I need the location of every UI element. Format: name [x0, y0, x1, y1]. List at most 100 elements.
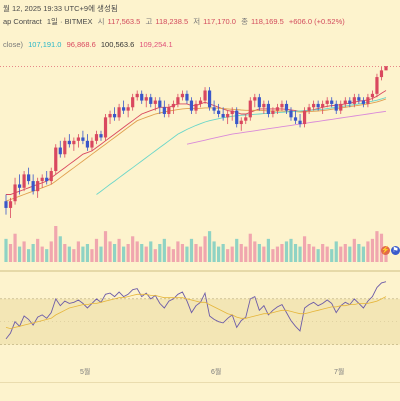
candle-body: [72, 140, 76, 145]
volume-bar: [4, 238, 8, 262]
candle-body: [253, 97, 257, 101]
volume-bar: [40, 246, 44, 262]
volume-bar: [298, 246, 302, 262]
volume-bar: [339, 246, 343, 262]
candle-body: [189, 100, 194, 111]
close-value: 118,169.5: [250, 17, 284, 26]
change-value: +606.0 (+0.52%): [288, 17, 345, 26]
candle-body: [302, 110, 307, 125]
candle-body: [366, 97, 370, 104]
volume-bar: [198, 246, 203, 262]
candle-body: [27, 174, 31, 182]
volume-bar: [36, 238, 40, 262]
volume-bar: [76, 241, 80, 262]
volume-bar: [158, 244, 162, 262]
volume-bar: [325, 246, 329, 262]
candle-body: [67, 140, 71, 145]
candle-body: [239, 120, 243, 125]
volume-bar: [226, 249, 230, 262]
volume-bar: [284, 241, 289, 262]
ma-value-1: 107,191.0: [28, 40, 62, 49]
volume-bar: [221, 244, 225, 262]
volume-bar: [45, 249, 49, 262]
candle-body: [307, 107, 311, 111]
high-value: 118,238.5: [155, 17, 189, 26]
volume-bar: [352, 238, 356, 262]
volume-bar: [275, 246, 280, 262]
volume-bar: [162, 238, 166, 262]
candle-body: [248, 100, 252, 118]
candle-body: [284, 103, 289, 111]
volume-bar: [72, 249, 76, 262]
volume-bar: [330, 249, 334, 262]
price-chart[interactable]: [0, 58, 400, 270]
candle-body: [379, 70, 384, 78]
volume-bar: [212, 241, 216, 262]
chart-header: ap Contract 1일 · BITMEX 시 117,563.5 고 118,…: [0, 0, 400, 58]
volume-bar: [144, 246, 148, 262]
candle-body: [13, 184, 17, 202]
ma-value-3: 100,563.6: [100, 40, 135, 49]
date-row: 월 12, 2025 19:33 UTC+9에 생성됨: [3, 3, 121, 14]
volume-bar: [189, 238, 194, 262]
candle-body: [171, 103, 175, 108]
pane-divider[interactable]: [0, 270, 400, 272]
candle-body: [280, 103, 284, 108]
volume-bar: [253, 241, 257, 262]
volume-bar: [81, 246, 85, 262]
symbol-title[interactable]: ap Contract: [3, 17, 42, 26]
bottom-toolbar: [0, 382, 400, 401]
candle-body: [203, 90, 207, 101]
candle-body: [293, 117, 298, 121]
moving-average-line-4: [186, 110, 387, 145]
volume-bar: [207, 231, 212, 262]
candle-body: [162, 107, 166, 114]
candle-body: [4, 201, 8, 208]
volume-bar: [180, 244, 185, 262]
candle-body: [185, 93, 189, 101]
volume-bar: [8, 244, 13, 262]
volume-bar: [194, 244, 198, 262]
volume-bar: [266, 238, 270, 262]
close-label: 종: [241, 17, 248, 26]
volume-bar: [103, 231, 108, 262]
candle-body: [176, 97, 180, 104]
candle-body: [158, 100, 162, 108]
rsi-chart[interactable]: [0, 272, 400, 360]
candle-body: [126, 107, 130, 111]
xaxis-label-jun: 6월: [211, 369, 222, 376]
candle-body: [40, 177, 44, 182]
lightning-icon[interactable]: ⚡: [381, 246, 390, 255]
candle-body: [343, 100, 347, 104]
candle-body: [221, 113, 225, 118]
candle-body: [108, 113, 112, 118]
exchange-label: 1일 · BITMEX: [46, 17, 93, 26]
volume-bar: [63, 244, 67, 262]
candle-body: [330, 100, 334, 104]
volume-bar: [167, 246, 171, 262]
volume-bar: [22, 241, 26, 262]
time-axis[interactable]: 5월 6월 7월: [0, 362, 400, 382]
ma-legend-label[interactable]: close): [3, 40, 24, 49]
candle-body: [325, 100, 329, 104]
volume-bar: [244, 246, 248, 262]
high-label: 고: [145, 17, 153, 26]
candle-body: [103, 117, 108, 138]
volume-bar: [27, 249, 31, 262]
volume-bar: [203, 236, 207, 262]
candle-body: [149, 97, 153, 104]
candle-body: [31, 181, 35, 192]
volume-bar: [94, 238, 99, 262]
flag-icon[interactable]: ⚑: [391, 246, 400, 255]
candle-body: [122, 107, 126, 111]
rsi-ma-line: [5, 293, 387, 330]
volume-bar: [58, 236, 62, 262]
candle-body: [226, 113, 230, 118]
volume-bar: [361, 246, 365, 262]
candle-body: [275, 107, 280, 111]
volume-bar: [257, 244, 261, 262]
volume-bar: [302, 236, 307, 262]
candle-body: [384, 66, 388, 71]
volume-bar: [316, 249, 320, 262]
candle-body: [266, 103, 270, 114]
